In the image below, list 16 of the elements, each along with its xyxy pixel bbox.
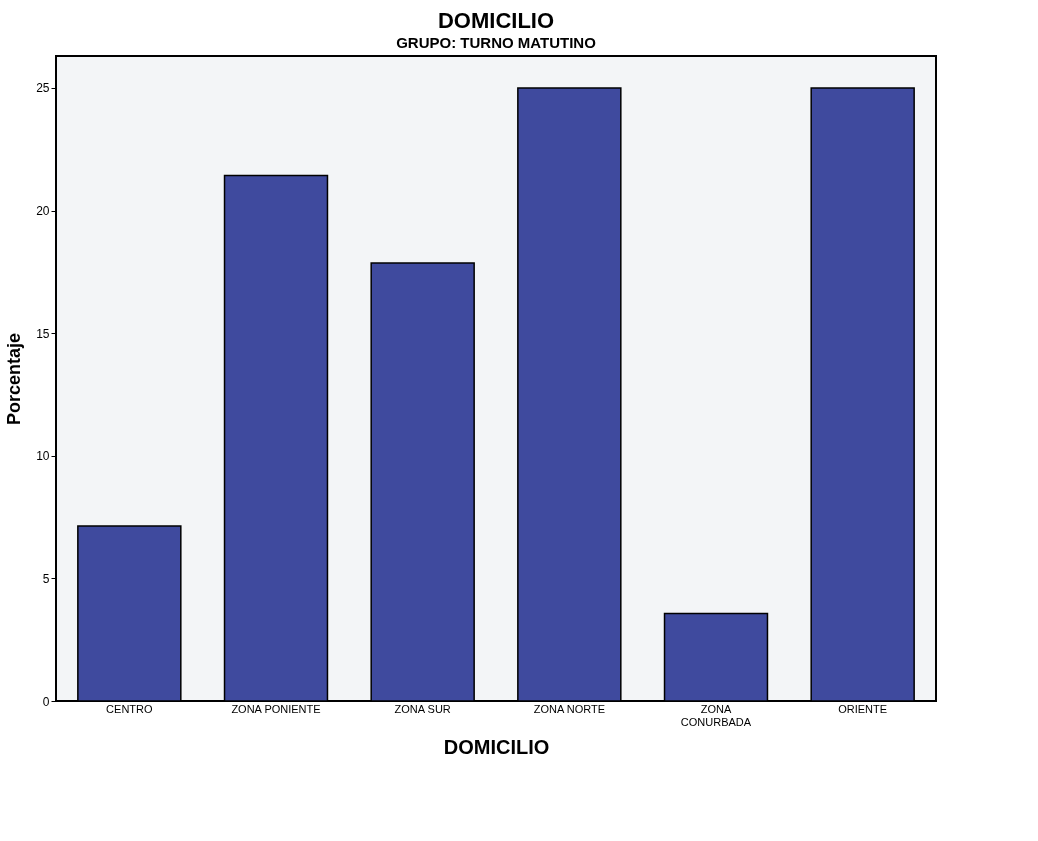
y-axis-title: Porcentaje bbox=[4, 332, 25, 426]
x-tick-label: ZONA NORTE bbox=[533, 702, 605, 715]
x-tick-label: ORIENTE bbox=[838, 702, 888, 715]
x-tick-label: ZONA CONURBADA bbox=[680, 702, 752, 728]
chart-title: DOMICILIO bbox=[437, 8, 555, 33]
x-axis-title: DOMICILIO bbox=[443, 735, 550, 758]
y-tick-label: 10 bbox=[36, 449, 50, 464]
y-tick-label: 25 bbox=[36, 81, 50, 96]
y-tick-label: 5 bbox=[42, 571, 50, 586]
y-tick-label: 15 bbox=[36, 326, 50, 341]
y-tick-label: 20 bbox=[36, 204, 50, 219]
x-tick-label: ZONA SUR bbox=[394, 702, 451, 715]
x-tick-label: CENTRO bbox=[106, 702, 153, 715]
chart-subtitle: GRUPO: TURNO MATUTINO bbox=[396, 34, 597, 51]
y-tick-label: 0 bbox=[42, 694, 50, 709]
x-tick-label: ZONA PONIENTE bbox=[231, 702, 321, 715]
